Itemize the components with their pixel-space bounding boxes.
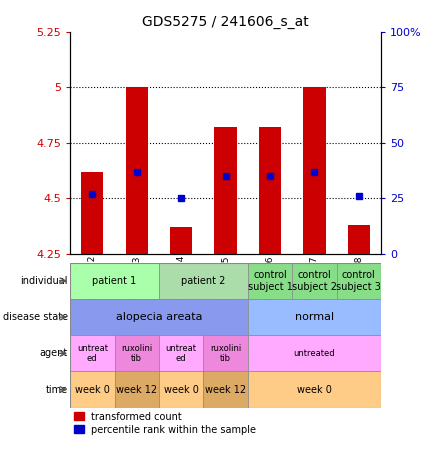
Text: normal: normal xyxy=(295,312,334,322)
Bar xyxy=(303,87,325,254)
Bar xyxy=(170,227,192,254)
Bar xyxy=(259,127,281,254)
Bar xyxy=(114,371,159,408)
Text: untreat
ed: untreat ed xyxy=(166,344,197,363)
Text: agent: agent xyxy=(39,348,68,358)
Text: week 12: week 12 xyxy=(116,385,157,395)
Bar xyxy=(292,263,337,299)
Bar xyxy=(159,263,248,299)
Text: week 0: week 0 xyxy=(297,385,332,395)
Title: GDS5275 / 241606_s_at: GDS5275 / 241606_s_at xyxy=(142,15,309,29)
Bar xyxy=(159,371,203,408)
Bar xyxy=(215,127,237,254)
Bar xyxy=(81,172,103,254)
Text: control
subject 2: control subject 2 xyxy=(292,270,337,292)
Text: week 12: week 12 xyxy=(205,385,246,395)
Bar xyxy=(70,299,248,335)
Bar xyxy=(348,225,370,254)
Bar xyxy=(248,299,381,335)
Bar xyxy=(114,335,159,371)
Text: untreat
ed: untreat ed xyxy=(77,344,108,363)
Text: week 0: week 0 xyxy=(164,385,198,395)
Bar xyxy=(159,335,203,371)
Text: untreated: untreated xyxy=(293,349,335,358)
Text: disease state: disease state xyxy=(3,312,68,322)
Text: time: time xyxy=(46,385,68,395)
Text: week 0: week 0 xyxy=(75,385,110,395)
Bar xyxy=(203,371,248,408)
Text: ruxolini
tib: ruxolini tib xyxy=(121,344,152,363)
Bar xyxy=(337,263,381,299)
Text: patient 2: patient 2 xyxy=(181,276,226,286)
Legend: transformed count, percentile rank within the sample: transformed count, percentile rank withi… xyxy=(70,408,260,439)
Bar xyxy=(248,335,381,371)
Bar xyxy=(70,263,159,299)
Bar xyxy=(126,87,148,254)
Bar xyxy=(70,371,114,408)
Text: patient 1: patient 1 xyxy=(92,276,137,286)
Bar xyxy=(70,335,114,371)
Bar xyxy=(248,371,381,408)
Text: control
subject 3: control subject 3 xyxy=(336,270,381,292)
Bar xyxy=(203,335,248,371)
Text: control
subject 1: control subject 1 xyxy=(247,270,293,292)
Bar xyxy=(248,263,292,299)
Text: individual: individual xyxy=(20,276,68,286)
Text: ruxolini
tib: ruxolini tib xyxy=(210,344,241,363)
Text: alopecia areata: alopecia areata xyxy=(116,312,202,322)
